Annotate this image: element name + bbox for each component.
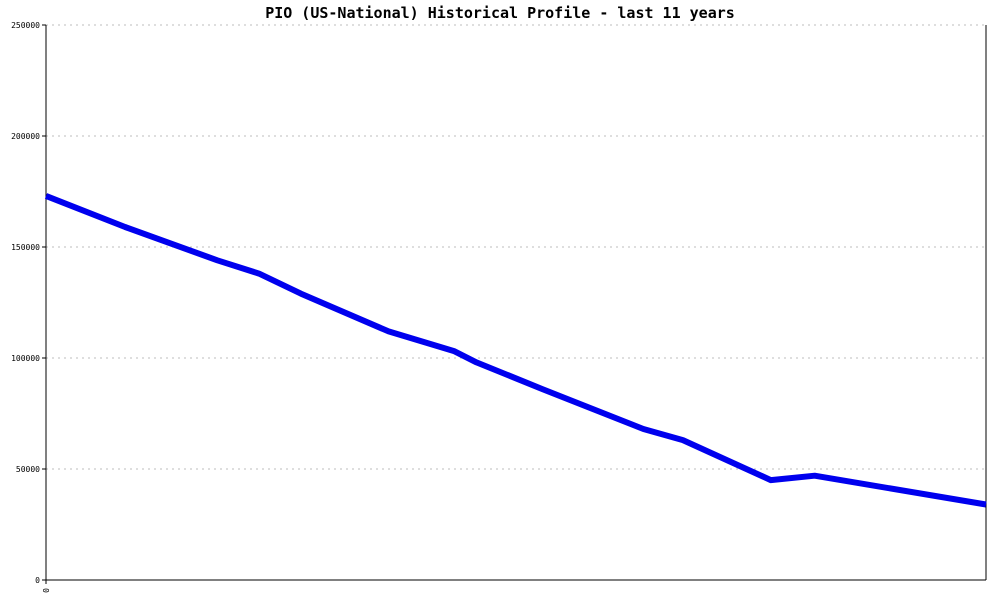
y-tick-label: 200000 bbox=[11, 132, 40, 141]
chart-title: PIO (US-National) Historical Profile - l… bbox=[265, 4, 735, 22]
x-axis-ticks: 0 bbox=[42, 580, 51, 593]
y-axis-ticks: 0 50000 100000 150000 200000 250000 bbox=[11, 21, 46, 585]
y-tick-label: 100000 bbox=[11, 354, 40, 363]
grid-lines bbox=[46, 24, 986, 470]
series-line bbox=[44, 193, 987, 508]
y-tick-label: 250000 bbox=[11, 21, 40, 30]
y-tick-label: 50000 bbox=[16, 465, 40, 474]
axes bbox=[45, 25, 987, 581]
y-tick-label: 150000 bbox=[11, 243, 40, 252]
x-tick-label: 0 bbox=[42, 588, 51, 593]
y-tick-label: 0 bbox=[35, 576, 40, 585]
series-layer bbox=[44, 193, 987, 508]
